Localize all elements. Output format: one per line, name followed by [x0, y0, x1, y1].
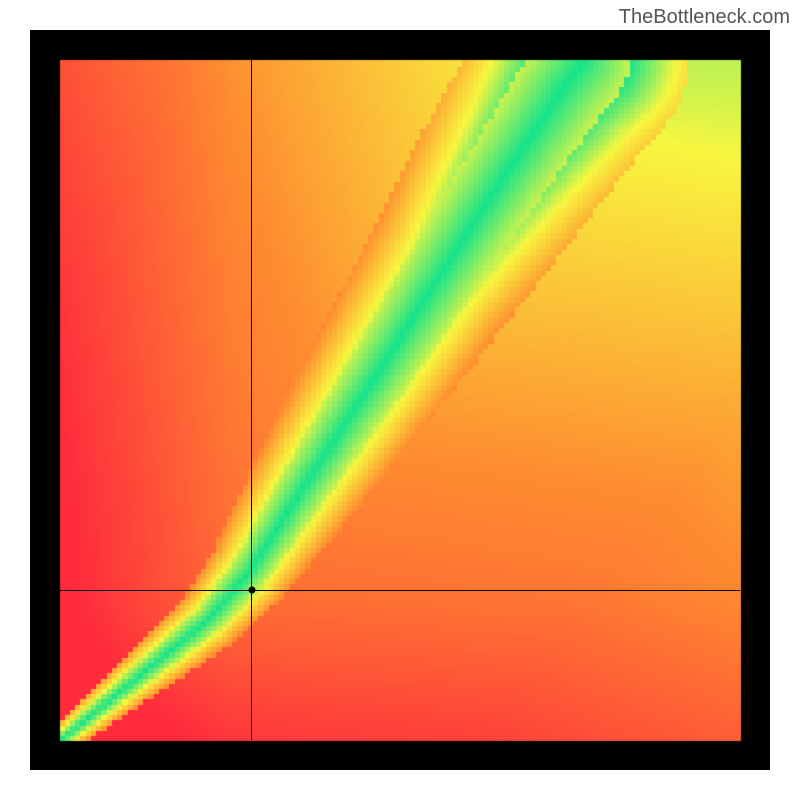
crosshair-marker-dot	[248, 587, 255, 594]
heatmap-canvas	[30, 30, 770, 770]
watermark-text: TheBottleneck.com	[619, 6, 790, 29]
chart-container: TheBottleneck.com	[0, 0, 800, 800]
crosshair-vertical	[251, 60, 252, 740]
chart-frame	[30, 30, 770, 770]
crosshair-horizontal	[60, 590, 740, 591]
